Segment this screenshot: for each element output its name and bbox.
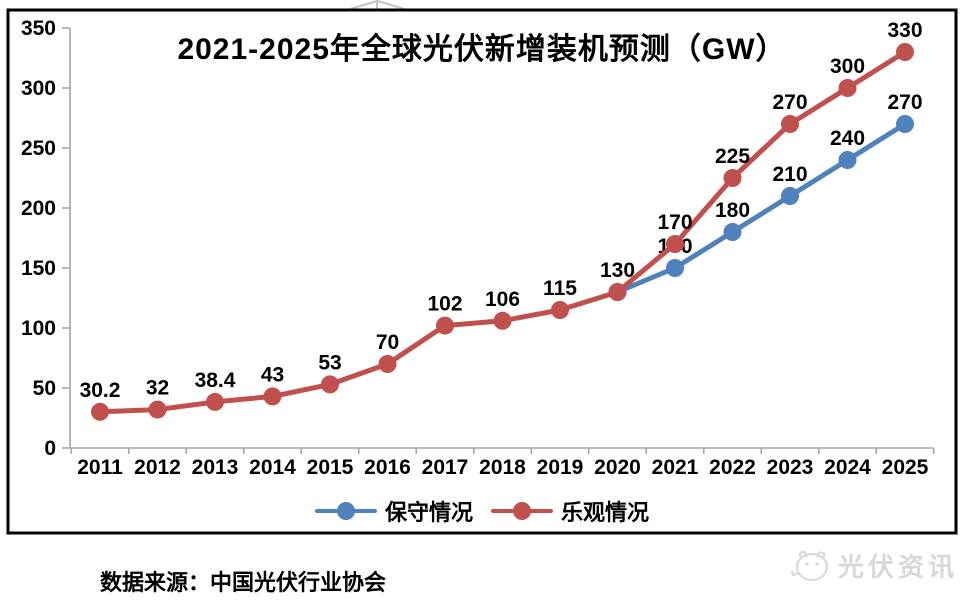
data-point-label: 70 xyxy=(376,331,399,354)
y-tick-label: 250 xyxy=(21,137,56,160)
chart-border xyxy=(6,8,958,535)
watermark: 光伏资讯 xyxy=(790,547,958,584)
data-point-label: 106 xyxy=(485,288,520,311)
data-point xyxy=(436,316,454,335)
x-tick-label: 2024 xyxy=(824,456,871,479)
x-tick-label: 2013 xyxy=(192,456,239,479)
chart-title: 2021-2025年全球光伏新增装机预测（GW） xyxy=(177,33,787,66)
data-point-label: 32 xyxy=(146,377,169,400)
data-point xyxy=(91,402,109,421)
legend-label-optimistic: 乐观情况 xyxy=(561,500,650,525)
x-tick-label: 2012 xyxy=(134,456,181,479)
data-point-label: 30.2 xyxy=(80,379,121,402)
data-point xyxy=(378,355,397,373)
x-tick-label: 2022 xyxy=(709,456,756,479)
data-point-label: 43 xyxy=(261,363,284,386)
data-point xyxy=(148,400,167,419)
x-tick-label: 2016 xyxy=(364,456,411,479)
data-point-label: 330 xyxy=(887,19,922,42)
data-point-label: 225 xyxy=(715,145,750,168)
x-tick-label: 2015 xyxy=(307,456,354,479)
x-tick-label: 2011 xyxy=(77,456,123,479)
data-point xyxy=(666,259,684,277)
data-point xyxy=(206,392,224,411)
x-tick-label: 2020 xyxy=(594,456,641,479)
data-point-label: 180 xyxy=(715,199,750,222)
data-point-label: 300 xyxy=(830,55,865,78)
data-point-label: 210 xyxy=(772,163,807,186)
data-point xyxy=(666,235,684,253)
watermark-text: 光伏资讯 xyxy=(837,552,958,582)
data-point-label: 170 xyxy=(657,211,692,234)
data-point-label: 53 xyxy=(318,351,341,374)
data-point xyxy=(723,223,742,241)
optimistic-line-marker-icon xyxy=(491,502,553,520)
data-point-label: 270 xyxy=(887,91,922,114)
watermark-bubble-icon xyxy=(790,550,828,581)
x-tick-label: 2023 xyxy=(767,456,814,479)
data-point-label: 38.4 xyxy=(195,369,236,392)
data-point xyxy=(781,187,799,205)
series-line-0 xyxy=(615,121,908,295)
data-point xyxy=(781,115,799,133)
y-tick-label: 100 xyxy=(21,317,56,340)
data-source-note: 数据来源：中国光伏行业协会 xyxy=(100,570,387,595)
data-point-label: 102 xyxy=(427,293,462,316)
data-point-label: 115 xyxy=(543,277,577,300)
legend-item-optimistic: 乐观情况 xyxy=(491,495,649,527)
data-point-label: 240 xyxy=(830,127,865,150)
y-tick-label: 300 xyxy=(21,77,56,100)
line-chart-canvas: 0 50 100 150 200 250 300 350 2011 2012 2013 2014 201… xyxy=(6,0,958,535)
data-point xyxy=(263,387,282,406)
x-tick-label: 2025 xyxy=(882,456,929,479)
data-point xyxy=(838,79,857,97)
x-tick-label: 2021 xyxy=(652,456,699,479)
legend-label-conservative: 保守情况 xyxy=(384,500,473,525)
data-point xyxy=(896,43,914,61)
data-point xyxy=(723,169,742,187)
y-tick-label: 50 xyxy=(33,377,56,400)
data-point xyxy=(551,301,569,319)
data-point-label: 130 xyxy=(600,259,635,282)
x-tick-label: 2017 xyxy=(422,456,469,479)
top-watermark-fragment xyxy=(349,0,405,10)
y-tick-label: 150 xyxy=(21,257,56,280)
data-point xyxy=(608,283,627,301)
y-tick-label: 350 xyxy=(21,17,56,40)
y-tick-label: 200 xyxy=(21,197,56,220)
x-tick-label: 2014 xyxy=(249,456,296,479)
y-tick-label: 0 xyxy=(44,437,56,460)
data-point xyxy=(321,375,339,394)
x-tick-label: 2018 xyxy=(479,456,526,479)
data-point xyxy=(896,115,914,133)
data-point xyxy=(493,311,512,330)
legend-item-conservative: 保守情况 xyxy=(314,495,473,527)
data-point-label: 270 xyxy=(772,91,807,114)
conservative-line-marker-icon xyxy=(314,502,377,520)
data-point xyxy=(838,151,857,169)
chart-legend: 保守情况 乐观情况 xyxy=(8,495,956,527)
x-tick-label: 2019 xyxy=(537,456,584,479)
